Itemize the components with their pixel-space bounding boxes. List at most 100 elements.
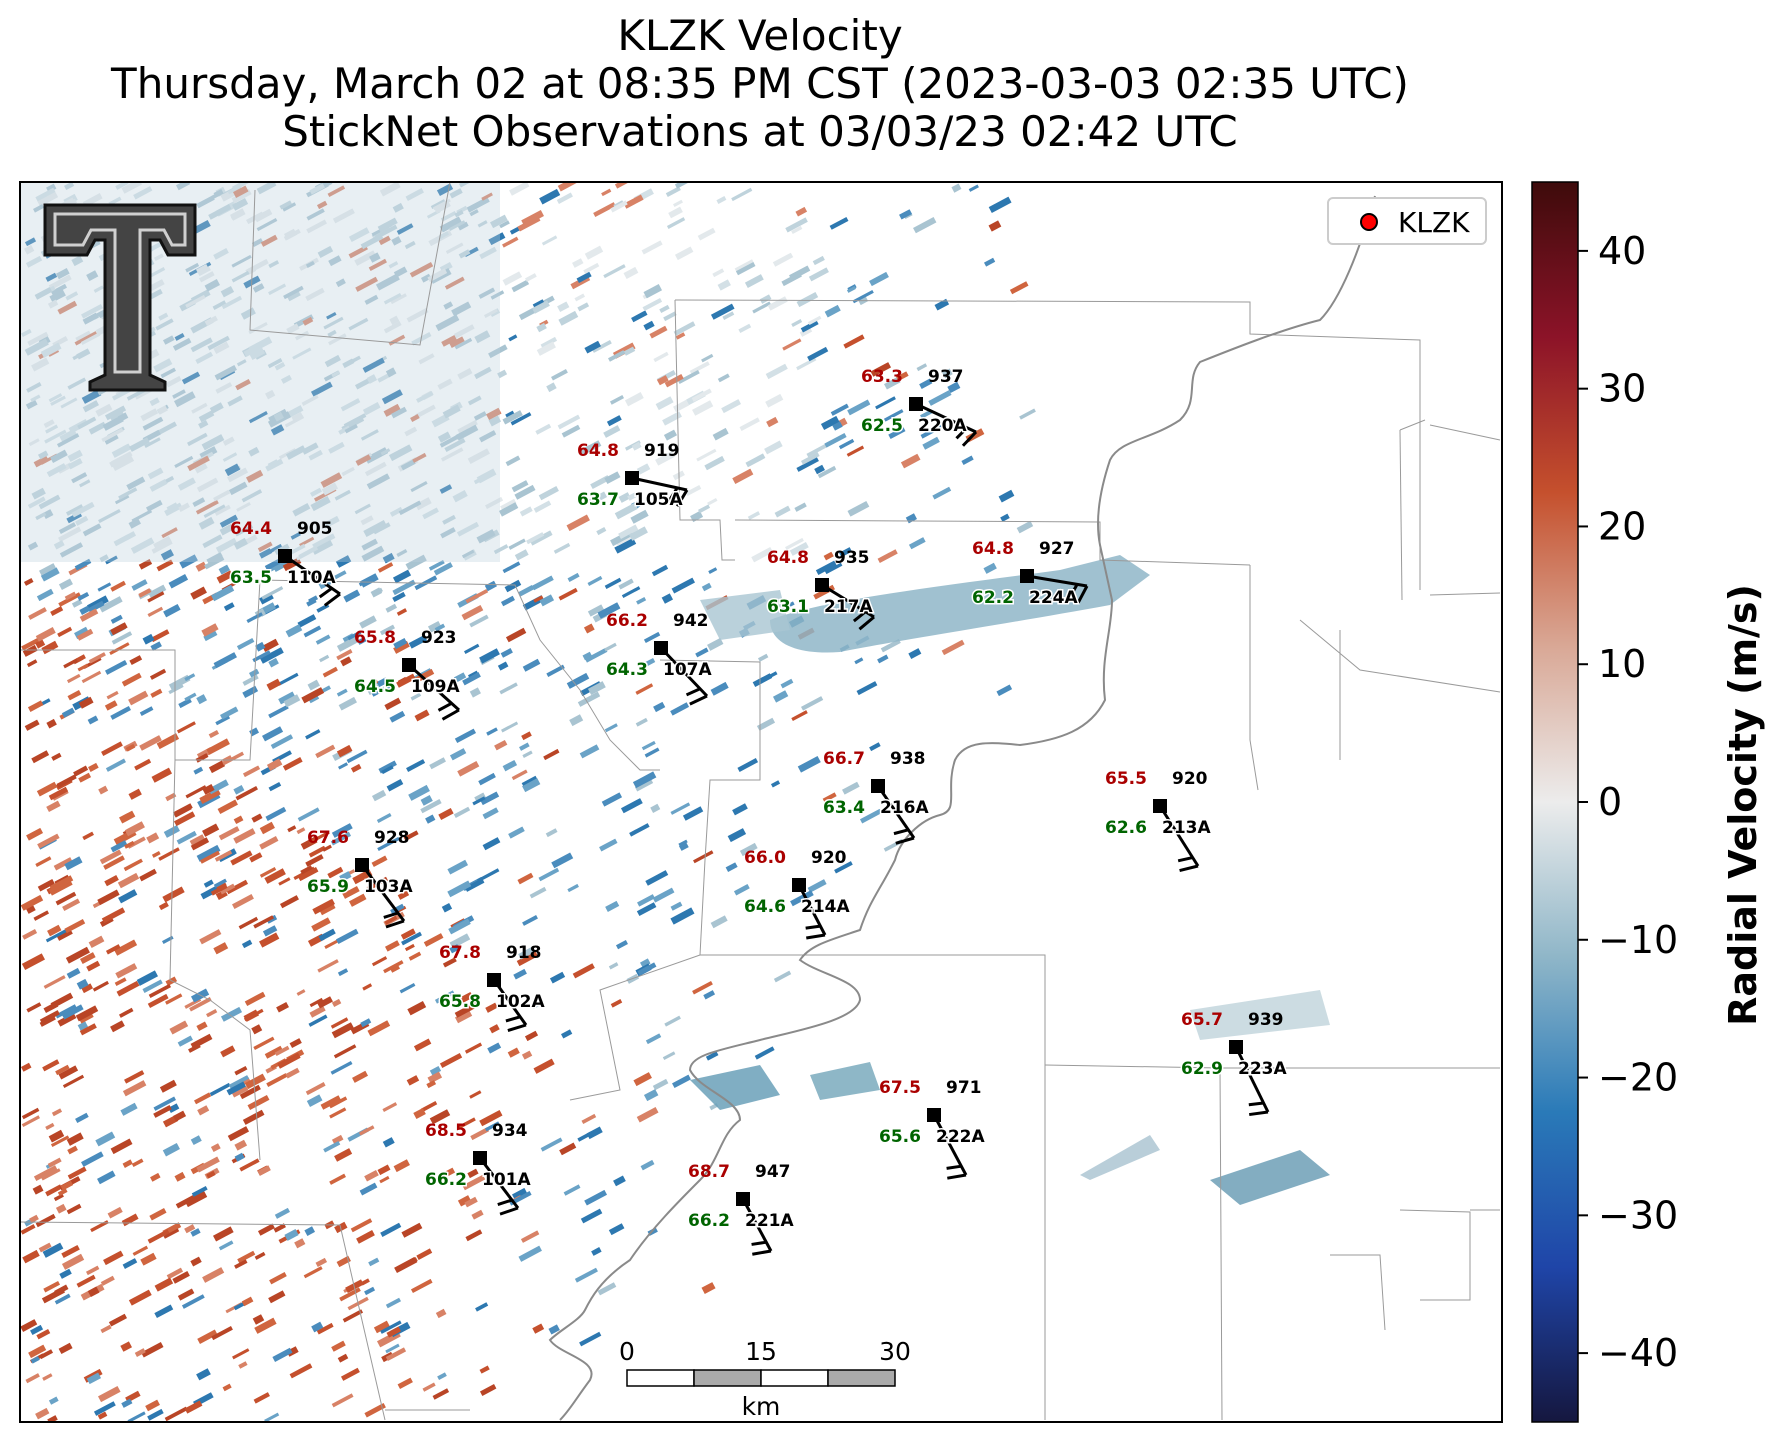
radar-gate — [213, 489, 231, 502]
radar-gate — [145, 1399, 160, 1412]
radar-gate — [392, 591, 406, 603]
station-marker — [1229, 1040, 1243, 1054]
radar-gate — [266, 758, 283, 771]
radar-gate — [144, 437, 161, 448]
radar-gate — [375, 273, 400, 291]
chart-subtitle-obs: StickNet Observations at 03/03/23 02:42 … — [282, 107, 1238, 156]
radar-gate — [87, 715, 99, 725]
radar-gate — [242, 765, 261, 778]
radar-gate — [204, 279, 220, 292]
radar-gate — [522, 658, 541, 672]
station-dewpoint: 64.6 — [744, 897, 786, 917]
radar-gate — [457, 368, 473, 380]
radar-gate — [832, 421, 843, 431]
radar-gate — [372, 522, 391, 535]
radar-gate — [37, 450, 49, 460]
radar-gate — [252, 283, 265, 293]
radar-gate — [246, 211, 265, 225]
station-pressure: 920 — [811, 848, 847, 868]
radar-gate — [309, 997, 324, 1008]
radar-gate — [39, 1349, 54, 1360]
radar-gate — [35, 1213, 56, 1228]
radar-gate — [291, 412, 303, 421]
radar-gate — [208, 204, 232, 220]
radar-gate — [110, 451, 133, 466]
radar-gate — [499, 220, 510, 229]
radar-gate — [393, 640, 410, 654]
chart-subtitle-time: Thursday, March 02 at 08:35 PM CST (2023… — [111, 59, 1409, 108]
radar-gate — [95, 1131, 116, 1147]
radar-gate — [458, 182, 475, 188]
radar-gate — [382, 1137, 395, 1148]
radar-gate — [517, 215, 541, 232]
station-dewpoint: 66.2 — [688, 1211, 730, 1231]
radar-gate — [64, 856, 83, 871]
radar-gate — [335, 555, 352, 568]
radar-gate — [232, 894, 254, 909]
radar-gate — [785, 537, 804, 551]
radar-gate — [222, 452, 238, 462]
radar-gate — [247, 258, 269, 274]
radar-gate — [196, 1156, 220, 1173]
radar-gate — [214, 364, 237, 381]
radar-gate — [385, 940, 400, 952]
station-pressure: 937 — [928, 367, 964, 387]
radar-gate — [371, 855, 388, 868]
radar-gate — [522, 778, 541, 793]
radar-gate — [61, 1244, 80, 1259]
radar-gate — [733, 884, 750, 896]
radar-gate — [50, 606, 64, 616]
radar-gate — [469, 1090, 482, 1099]
radar-gate — [404, 426, 418, 437]
radar-gate — [386, 778, 404, 792]
radar-gate — [88, 652, 106, 664]
radar-gate — [177, 477, 196, 491]
radar-gate — [434, 201, 451, 214]
radar-gate — [196, 844, 221, 862]
radar-gate — [318, 928, 336, 942]
radar-gate — [505, 627, 527, 643]
radar-gate — [1000, 513, 1010, 522]
radar-gate — [230, 850, 253, 866]
radar-gate — [847, 399, 871, 416]
radar-gate — [413, 1107, 426, 1119]
radar-gate — [471, 1209, 484, 1220]
radar-gate — [334, 489, 351, 501]
radar-gate — [71, 501, 95, 518]
scale-label-30: 30 — [879, 1337, 911, 1366]
radar-gate — [99, 554, 109, 563]
station-dewpoint: 64.5 — [354, 677, 396, 697]
radar-gate — [306, 1094, 323, 1107]
radar-gate — [67, 377, 87, 390]
radar-gate — [947, 381, 961, 394]
radar-gate — [824, 304, 841, 318]
station-marker — [909, 397, 923, 411]
radar-gate — [712, 268, 725, 278]
radar-gate — [142, 633, 155, 645]
radar-gate — [466, 196, 490, 213]
radar-gate — [77, 416, 97, 430]
radar-gate — [45, 928, 69, 943]
radar-gate — [354, 250, 377, 266]
radar-gate — [310, 487, 322, 497]
radar-gate — [111, 631, 133, 645]
radar-gate — [202, 784, 215, 795]
radar-gate — [57, 1012, 77, 1027]
radar-gate — [168, 683, 184, 695]
radar-gate — [606, 415, 622, 427]
radar-gate — [422, 507, 439, 520]
radar-gate — [843, 334, 865, 349]
radar-gate — [264, 1412, 280, 1422]
station-marker — [355, 858, 369, 872]
radar-gate — [256, 218, 278, 232]
radar-gate — [35, 627, 56, 642]
radar-gate — [553, 542, 571, 554]
radar-gate — [42, 1373, 53, 1381]
radar-gate — [56, 774, 77, 788]
radar-gate — [435, 1308, 447, 1319]
radar-gate — [577, 691, 601, 707]
station-dewpoint: 62.2 — [972, 588, 1014, 608]
radar-gate — [138, 559, 153, 570]
radar-gate — [134, 758, 152, 771]
